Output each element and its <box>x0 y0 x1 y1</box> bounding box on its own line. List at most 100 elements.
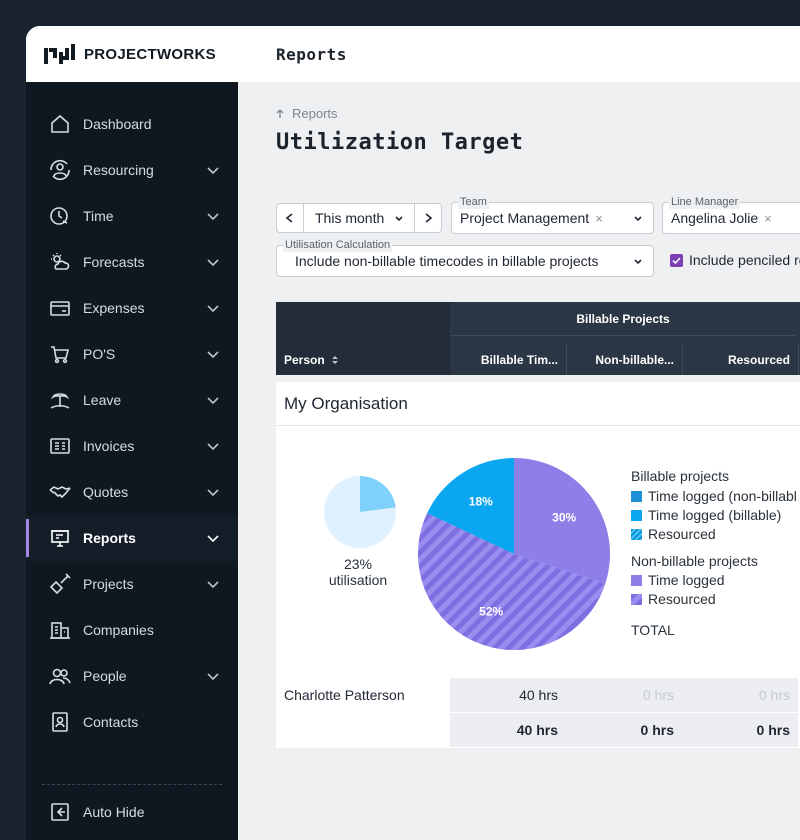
sidebar-item-time[interactable]: Time <box>26 193 238 239</box>
sidebar-item-label: Leave <box>83 392 122 408</box>
cart-icon <box>48 342 72 366</box>
resourcing-icon <box>48 158 72 182</box>
clear-icon[interactable]: × <box>595 210 603 226</box>
legend-swatch <box>631 509 642 521</box>
legend-total-label: TOTAL <box>631 622 675 638</box>
table-row[interactable]: Charlotte Patterson 40 hrs 0 hrs 0 hrs <box>276 678 800 712</box>
auto-hide-button[interactable]: Auto Hide <box>26 789 238 835</box>
sidebar-item-contacts[interactable]: Contacts <box>26 699 238 745</box>
chevron-down-icon <box>207 443 219 451</box>
sidebar-item-label: Companies <box>83 622 154 638</box>
period-select[interactable]: This month <box>304 203 414 233</box>
previous-period-button[interactable] <box>276 203 304 233</box>
chevron-down-icon <box>207 673 219 681</box>
sidebar-item-expenses[interactable]: Expenses <box>26 285 238 331</box>
utilisation-calculation-select[interactable]: Utilisation Calculation Include non-bill… <box>276 238 654 277</box>
person-column-header[interactable]: Person <box>284 353 339 367</box>
home-icon <box>48 112 72 136</box>
chevron-down-icon <box>207 167 219 175</box>
legend-swatch <box>631 528 642 540</box>
sidebar-item-dashboard[interactable]: Dashboard <box>26 101 238 147</box>
total-cell: 40 hrs <box>450 713 566 747</box>
pie-data-label: 52% <box>479 605 503 619</box>
table-total-row: 40 hrs 0 hrs 0 hrs <box>276 713 800 747</box>
chevron-down-icon <box>207 213 219 221</box>
column-header-non-billable[interactable]: Non-billable... <box>566 344 682 375</box>
chevron-right-icon <box>425 213 433 223</box>
table-cell: 0 hrs <box>682 678 798 712</box>
collapse-icon <box>48 800 72 824</box>
chevron-down-icon <box>207 397 219 405</box>
sidebar-item-companies[interactable]: Companies <box>26 607 238 653</box>
team-filter-label: Team <box>458 195 489 209</box>
clock-icon <box>48 204 72 228</box>
pie-slice-time-logged <box>514 458 610 584</box>
column-header-resourced[interactable]: Resourced <box>682 344 798 375</box>
legend-heading-non-billable: Non-billable projects <box>631 553 758 569</box>
team-filter[interactable]: Team Project Management × <box>451 195 654 234</box>
contact-icon <box>48 710 72 734</box>
breakdown-pie-chart: 30% 52% 18% <box>418 458 610 650</box>
legend-label: Resourced <box>648 591 716 607</box>
legend-swatch <box>631 574 642 586</box>
sidebar-item-forecasts[interactable]: Forecasts <box>26 239 238 285</box>
line-manager-filter-label: Line Manager <box>669 195 741 209</box>
sidebar-item-invoices[interactable]: Invoices <box>26 423 238 469</box>
card-icon <box>48 296 72 320</box>
sidebar-item-label: Invoices <box>83 438 135 454</box>
sidebar-item-label: Reports <box>83 530 136 546</box>
presentation-icon <box>48 526 72 550</box>
building-icon <box>48 618 72 642</box>
chevron-down-icon <box>207 259 219 267</box>
organisation-title: My Organisation <box>284 394 408 413</box>
chevron-down-icon <box>634 259 642 265</box>
table-header: Person Billable Projects Billable Tim...… <box>276 302 800 375</box>
legend-label: Resourced <box>648 526 716 542</box>
section-title: Reports <box>276 44 347 64</box>
chevron-left-icon <box>285 213 293 223</box>
main-content: Reports Utilization Target This month Te… <box>238 82 800 840</box>
sidebar-item-people[interactable]: People <box>26 653 238 699</box>
brand-name: PROJECTWORKS <box>84 45 216 63</box>
breadcrumb[interactable]: Reports <box>276 106 338 121</box>
chevron-down-icon <box>207 351 219 359</box>
sidebar-item-resourcing[interactable]: Resourcing <box>26 147 238 193</box>
clear-icon[interactable]: × <box>764 210 772 226</box>
legend-label: Time logged (billable) <box>648 507 782 523</box>
line-manager-filter-value: Angelina Jolie <box>671 210 759 226</box>
sidebar-item-label: Resourcing <box>83 162 154 178</box>
sidebar-item-label: Projects <box>83 576 134 592</box>
handshake-icon <box>48 480 72 504</box>
legend-item: Time logged (non-billabl <box>631 488 797 504</box>
column-header-billable-time[interactable]: Billable Tim... <box>480 352 558 367</box>
chevron-down-icon <box>207 489 219 497</box>
sidebar-item-label: Dashboard <box>83 116 152 132</box>
legend-label: Time logged <box>648 572 725 588</box>
pie-slice-resourced <box>418 513 606 650</box>
legend-item: Time logged <box>631 572 725 588</box>
sidebar-item-pos[interactable]: PO'S <box>26 331 238 377</box>
sidebar-item-label: Expenses <box>83 300 145 316</box>
include-penciled-checkbox[interactable]: Include penciled re <box>670 252 800 268</box>
utilisation-percent: 23% <box>343 556 373 572</box>
sidebar-item-quotes[interactable]: Quotes <box>26 469 238 515</box>
logo[interactable]: PROJECTWORKS <box>26 44 238 64</box>
sidebar-item-leave[interactable]: Leave <box>26 377 238 423</box>
divider <box>276 425 800 426</box>
sidebar: Dashboard Resourcing Time Forecasts Expe… <box>26 82 238 840</box>
weather-icon <box>48 250 72 274</box>
next-period-button[interactable] <box>414 203 442 233</box>
sidebar-item-reports[interactable]: Reports <box>26 515 238 561</box>
sort-icon <box>331 356 338 364</box>
period-value: This month <box>315 210 385 226</box>
sidebar-item-projects[interactable]: Projects <box>26 561 238 607</box>
total-cell: 0 hrs <box>566 713 682 747</box>
legend-heading-billable: Billable projects <box>631 468 730 484</box>
person-header-cell <box>276 302 450 375</box>
sidebar-item-label: People <box>83 668 127 684</box>
line-manager-filter[interactable]: Line Manager Angelina Jolie × <box>662 195 800 234</box>
chevron-down-icon <box>634 216 642 222</box>
chevron-down-icon <box>207 581 219 589</box>
table-cell: 0 hrs <box>566 678 682 712</box>
projectworks-logo-icon <box>44 44 75 64</box>
